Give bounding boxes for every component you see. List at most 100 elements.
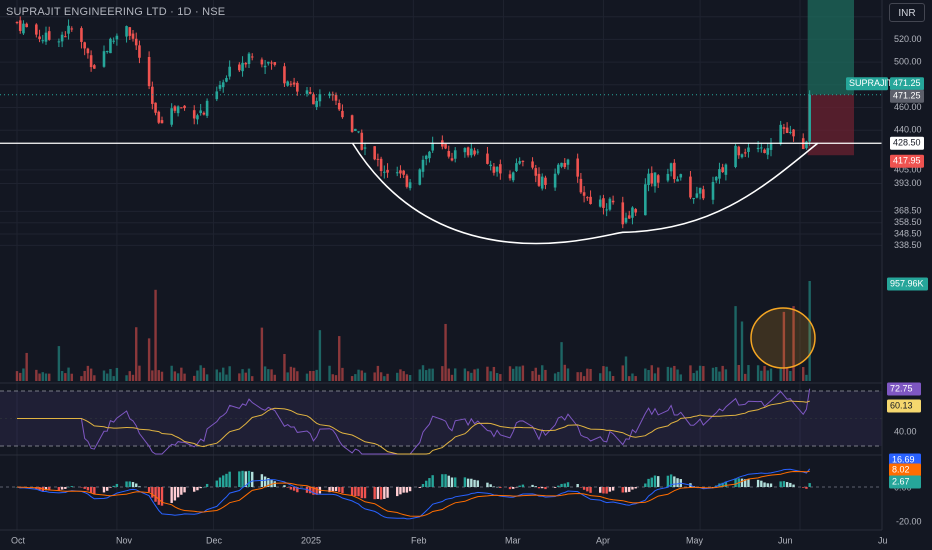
candle-body bbox=[115, 35, 119, 40]
candle-body bbox=[125, 26, 128, 37]
volume-bar bbox=[199, 365, 202, 381]
volume-bar bbox=[789, 370, 792, 381]
volume-bar bbox=[673, 365, 676, 381]
macd-histogram-bar bbox=[621, 487, 624, 493]
candle-body bbox=[228, 66, 231, 77]
volume-bar bbox=[405, 374, 409, 381]
macd-histogram-bar bbox=[544, 487, 547, 490]
volume-bar bbox=[309, 370, 312, 381]
candle-body bbox=[176, 106, 180, 114]
candle-body bbox=[57, 41, 61, 43]
macd-histogram-bar bbox=[447, 475, 450, 487]
macd-histogram-bar bbox=[808, 483, 811, 487]
macd-histogram-bar bbox=[334, 487, 338, 492]
candle-body bbox=[131, 33, 135, 39]
macd-histogram-bar bbox=[428, 478, 431, 487]
volume-bar bbox=[151, 370, 154, 381]
macd-histogram-bar bbox=[157, 487, 160, 505]
volume-bar bbox=[428, 368, 431, 381]
candle-body bbox=[138, 45, 141, 58]
macd-histogram-bar bbox=[270, 479, 273, 487]
volume-bar bbox=[38, 373, 41, 381]
candle-body bbox=[647, 173, 650, 186]
candle-body bbox=[334, 94, 338, 101]
macd-histogram-bar bbox=[653, 475, 657, 487]
candle-body bbox=[534, 168, 538, 176]
candle-body bbox=[83, 42, 86, 49]
symbol-tag-bg bbox=[846, 77, 888, 91]
volume-bar bbox=[676, 369, 679, 381]
macd-value-tag-bg bbox=[889, 453, 921, 467]
candle-body bbox=[470, 148, 473, 156]
candle-body bbox=[328, 93, 331, 96]
macd-histogram-bar bbox=[402, 487, 405, 493]
volume-bar bbox=[695, 370, 699, 381]
volume-bar bbox=[57, 346, 61, 381]
price-axis-label: 500.00 bbox=[894, 56, 922, 66]
macd-histogram-bar bbox=[315, 487, 318, 495]
candle-body bbox=[424, 155, 428, 160]
volume-bar bbox=[669, 367, 673, 381]
currency-button[interactable]: INR bbox=[889, 3, 925, 22]
volume-bar bbox=[698, 365, 702, 381]
candle-body bbox=[627, 215, 631, 219]
candle-body bbox=[105, 51, 109, 53]
candle-body bbox=[692, 198, 695, 200]
macd-histogram-bar bbox=[454, 477, 457, 487]
volume-bar bbox=[228, 366, 231, 381]
volume-bar bbox=[476, 368, 479, 381]
macd-histogram-bar bbox=[309, 487, 312, 494]
volume-bar bbox=[170, 365, 173, 381]
volume-bar bbox=[711, 367, 715, 381]
macd-histogram-bar bbox=[785, 482, 789, 487]
volume-bar bbox=[563, 364, 566, 381]
candle-body bbox=[608, 198, 612, 210]
macd-histogram-bar bbox=[238, 471, 241, 487]
volume-bar bbox=[83, 370, 86, 381]
last-price-tag-bg bbox=[890, 77, 924, 91]
candle-body bbox=[283, 66, 286, 84]
macd-histogram-bar bbox=[244, 471, 247, 487]
candle-body bbox=[418, 169, 422, 185]
volume-bar bbox=[605, 366, 608, 381]
candle-body bbox=[644, 184, 647, 216]
macd-histogram-bar bbox=[441, 474, 444, 487]
volume-bar bbox=[135, 327, 138, 381]
candle-body bbox=[218, 85, 222, 89]
rsi-ma-line bbox=[17, 400, 810, 455]
macd-histogram-bar bbox=[628, 487, 631, 492]
volume-bar bbox=[128, 371, 131, 381]
volume-bar bbox=[650, 365, 653, 381]
macd-histogram-bar bbox=[147, 487, 151, 492]
candle-body bbox=[634, 209, 637, 213]
macd-histogram-bar bbox=[508, 487, 512, 490]
macd-histogram-bar bbox=[560, 483, 563, 487]
macd-histogram-bar bbox=[383, 487, 386, 499]
volume-bar bbox=[396, 372, 399, 381]
macd-histogram-bar bbox=[782, 481, 786, 487]
macd-histogram-bar bbox=[602, 487, 605, 494]
candle-body bbox=[486, 153, 489, 164]
candle-body bbox=[363, 147, 367, 149]
volume-bar bbox=[418, 369, 421, 381]
volume-bar bbox=[582, 376, 586, 381]
macd-histogram-bar bbox=[283, 485, 286, 487]
rsi-value-tag: 72.75 bbox=[890, 383, 913, 393]
price-axis-label: 368.50 bbox=[894, 206, 922, 216]
volume-bar bbox=[89, 368, 93, 381]
volume-bar bbox=[566, 368, 570, 381]
candle-body bbox=[611, 200, 615, 203]
volume-bar bbox=[247, 368, 251, 381]
volume-bars bbox=[15, 281, 811, 381]
volume-bar bbox=[724, 369, 728, 381]
candle-body bbox=[785, 127, 789, 133]
volume-bar bbox=[386, 373, 389, 381]
volume-bar bbox=[689, 365, 692, 381]
volume-bar bbox=[489, 371, 492, 381]
volume-bar bbox=[679, 374, 682, 381]
volume-bar bbox=[463, 368, 467, 381]
candle-body bbox=[199, 110, 202, 114]
volume-bar bbox=[218, 372, 222, 381]
macd-histogram-bar bbox=[631, 487, 634, 490]
